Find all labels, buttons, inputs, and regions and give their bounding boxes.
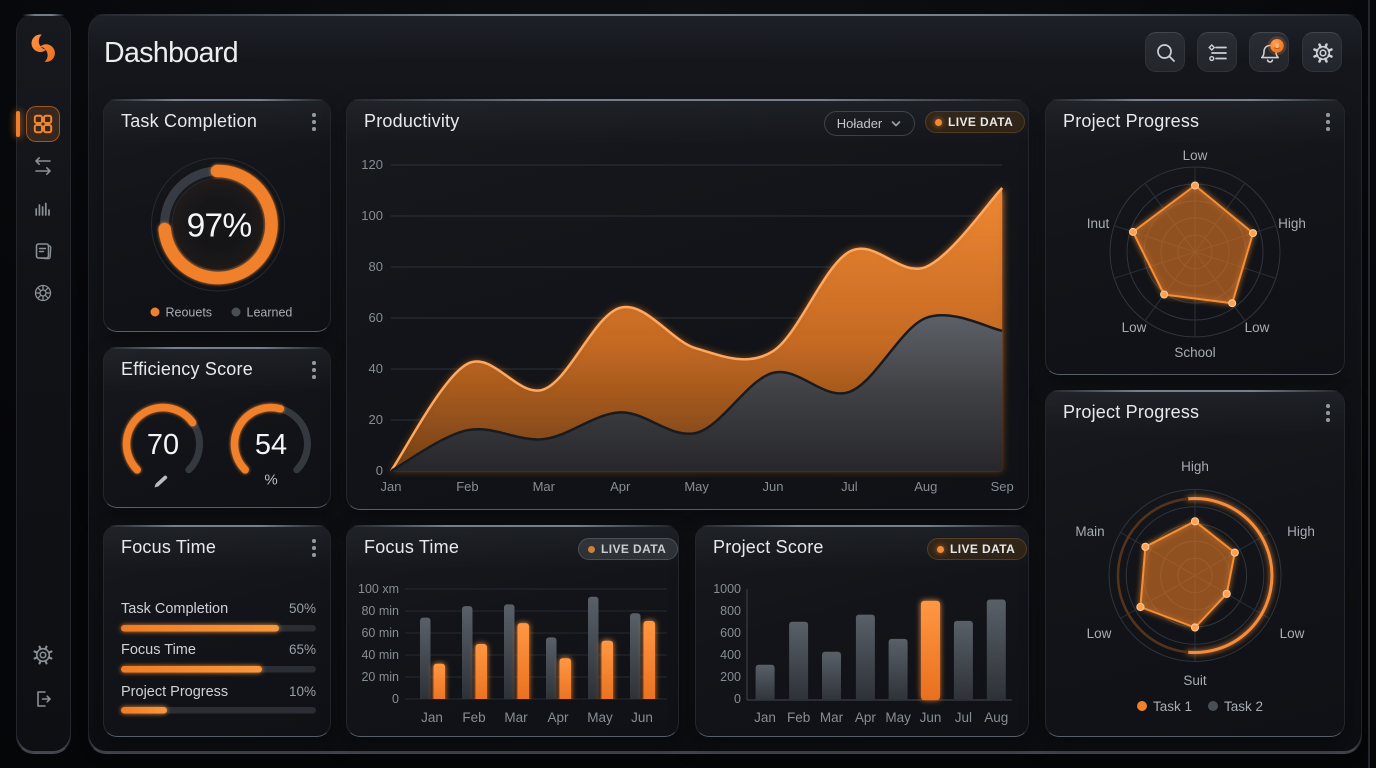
svg-text:%: % [264,472,277,489]
svg-text:Jan: Jan [421,710,443,725]
svg-text:Reouets: Reouets [166,306,213,320]
svg-text:Jun: Jun [631,710,653,725]
svg-text:100 xm: 100 xm [358,582,399,596]
svg-text:Task Completion: Task Completion [121,601,228,617]
svg-text:800: 800 [720,604,741,618]
svg-text:100: 100 [361,208,383,223]
svg-text:Jan: Jan [381,479,402,494]
svg-text:School: School [1174,345,1215,360]
svg-text:Feb: Feb [462,710,485,725]
svg-text:0: 0 [376,463,383,478]
svg-text:Apr: Apr [547,710,569,725]
svg-text:20: 20 [369,412,383,427]
svg-text:70: 70 [147,429,179,461]
svg-text:Low: Low [1245,320,1270,335]
svg-text:High: High [1287,524,1315,539]
svg-text:May: May [684,479,709,494]
svg-text:80: 80 [369,259,383,274]
svg-text:Low: Low [1280,626,1305,641]
svg-text:Feb: Feb [456,479,478,494]
svg-text:Project Progress: Project Progress [121,684,228,700]
svg-text:200: 200 [720,670,741,684]
svg-text:80 min: 80 min [361,604,399,618]
svg-text:Main: Main [1075,524,1104,539]
svg-text:Sep: Sep [991,479,1014,494]
svg-text:Task 2: Task 2 [1224,699,1263,714]
svg-text:Jun: Jun [763,479,784,494]
svg-text:May: May [885,710,911,725]
svg-text:Low: Low [1183,148,1208,163]
svg-text:Jun: Jun [920,710,942,725]
svg-text:Focus Time: Focus Time [121,642,196,658]
svg-text:600: 600 [720,626,741,640]
svg-text:40 min: 40 min [361,648,399,662]
svg-text:High: High [1278,216,1306,231]
svg-text:Jul: Jul [841,479,858,494]
svg-text:May: May [587,710,613,725]
svg-text:120: 120 [361,157,383,172]
svg-text:Feb: Feb [787,710,810,725]
svg-text:Mar: Mar [504,710,528,725]
svg-text:Jan: Jan [754,710,776,725]
svg-text:Apr: Apr [855,710,877,725]
svg-text:65%: 65% [289,642,316,657]
svg-text:Low: Low [1087,626,1112,641]
svg-text:0: 0 [392,692,399,706]
svg-text:60: 60 [369,310,383,325]
svg-text:Low: Low [1122,320,1147,335]
svg-text:50%: 50% [289,601,316,616]
svg-text:Suit: Suit [1183,673,1207,688]
svg-text:High: High [1181,459,1209,474]
svg-text:400: 400 [720,648,741,662]
svg-text:1000: 1000 [713,582,741,596]
svg-text:Task 1: Task 1 [1153,699,1192,714]
svg-text:20 min: 20 min [361,670,399,684]
svg-text:Aug: Aug [914,479,937,494]
svg-text:Apr: Apr [610,479,631,494]
svg-text:60 min: 60 min [361,626,399,640]
svg-text:Jul: Jul [955,710,972,725]
svg-text:40: 40 [369,361,383,376]
svg-text:Learned: Learned [247,306,293,320]
svg-text:97%: 97% [187,208,252,245]
svg-text:Aug: Aug [984,710,1008,725]
svg-text:Inut: Inut [1087,216,1110,231]
svg-text:Mar: Mar [820,710,844,725]
svg-text:10%: 10% [289,684,316,699]
svg-text:0: 0 [734,692,741,706]
svg-text:54: 54 [255,429,287,461]
svg-text:Mar: Mar [533,479,556,494]
